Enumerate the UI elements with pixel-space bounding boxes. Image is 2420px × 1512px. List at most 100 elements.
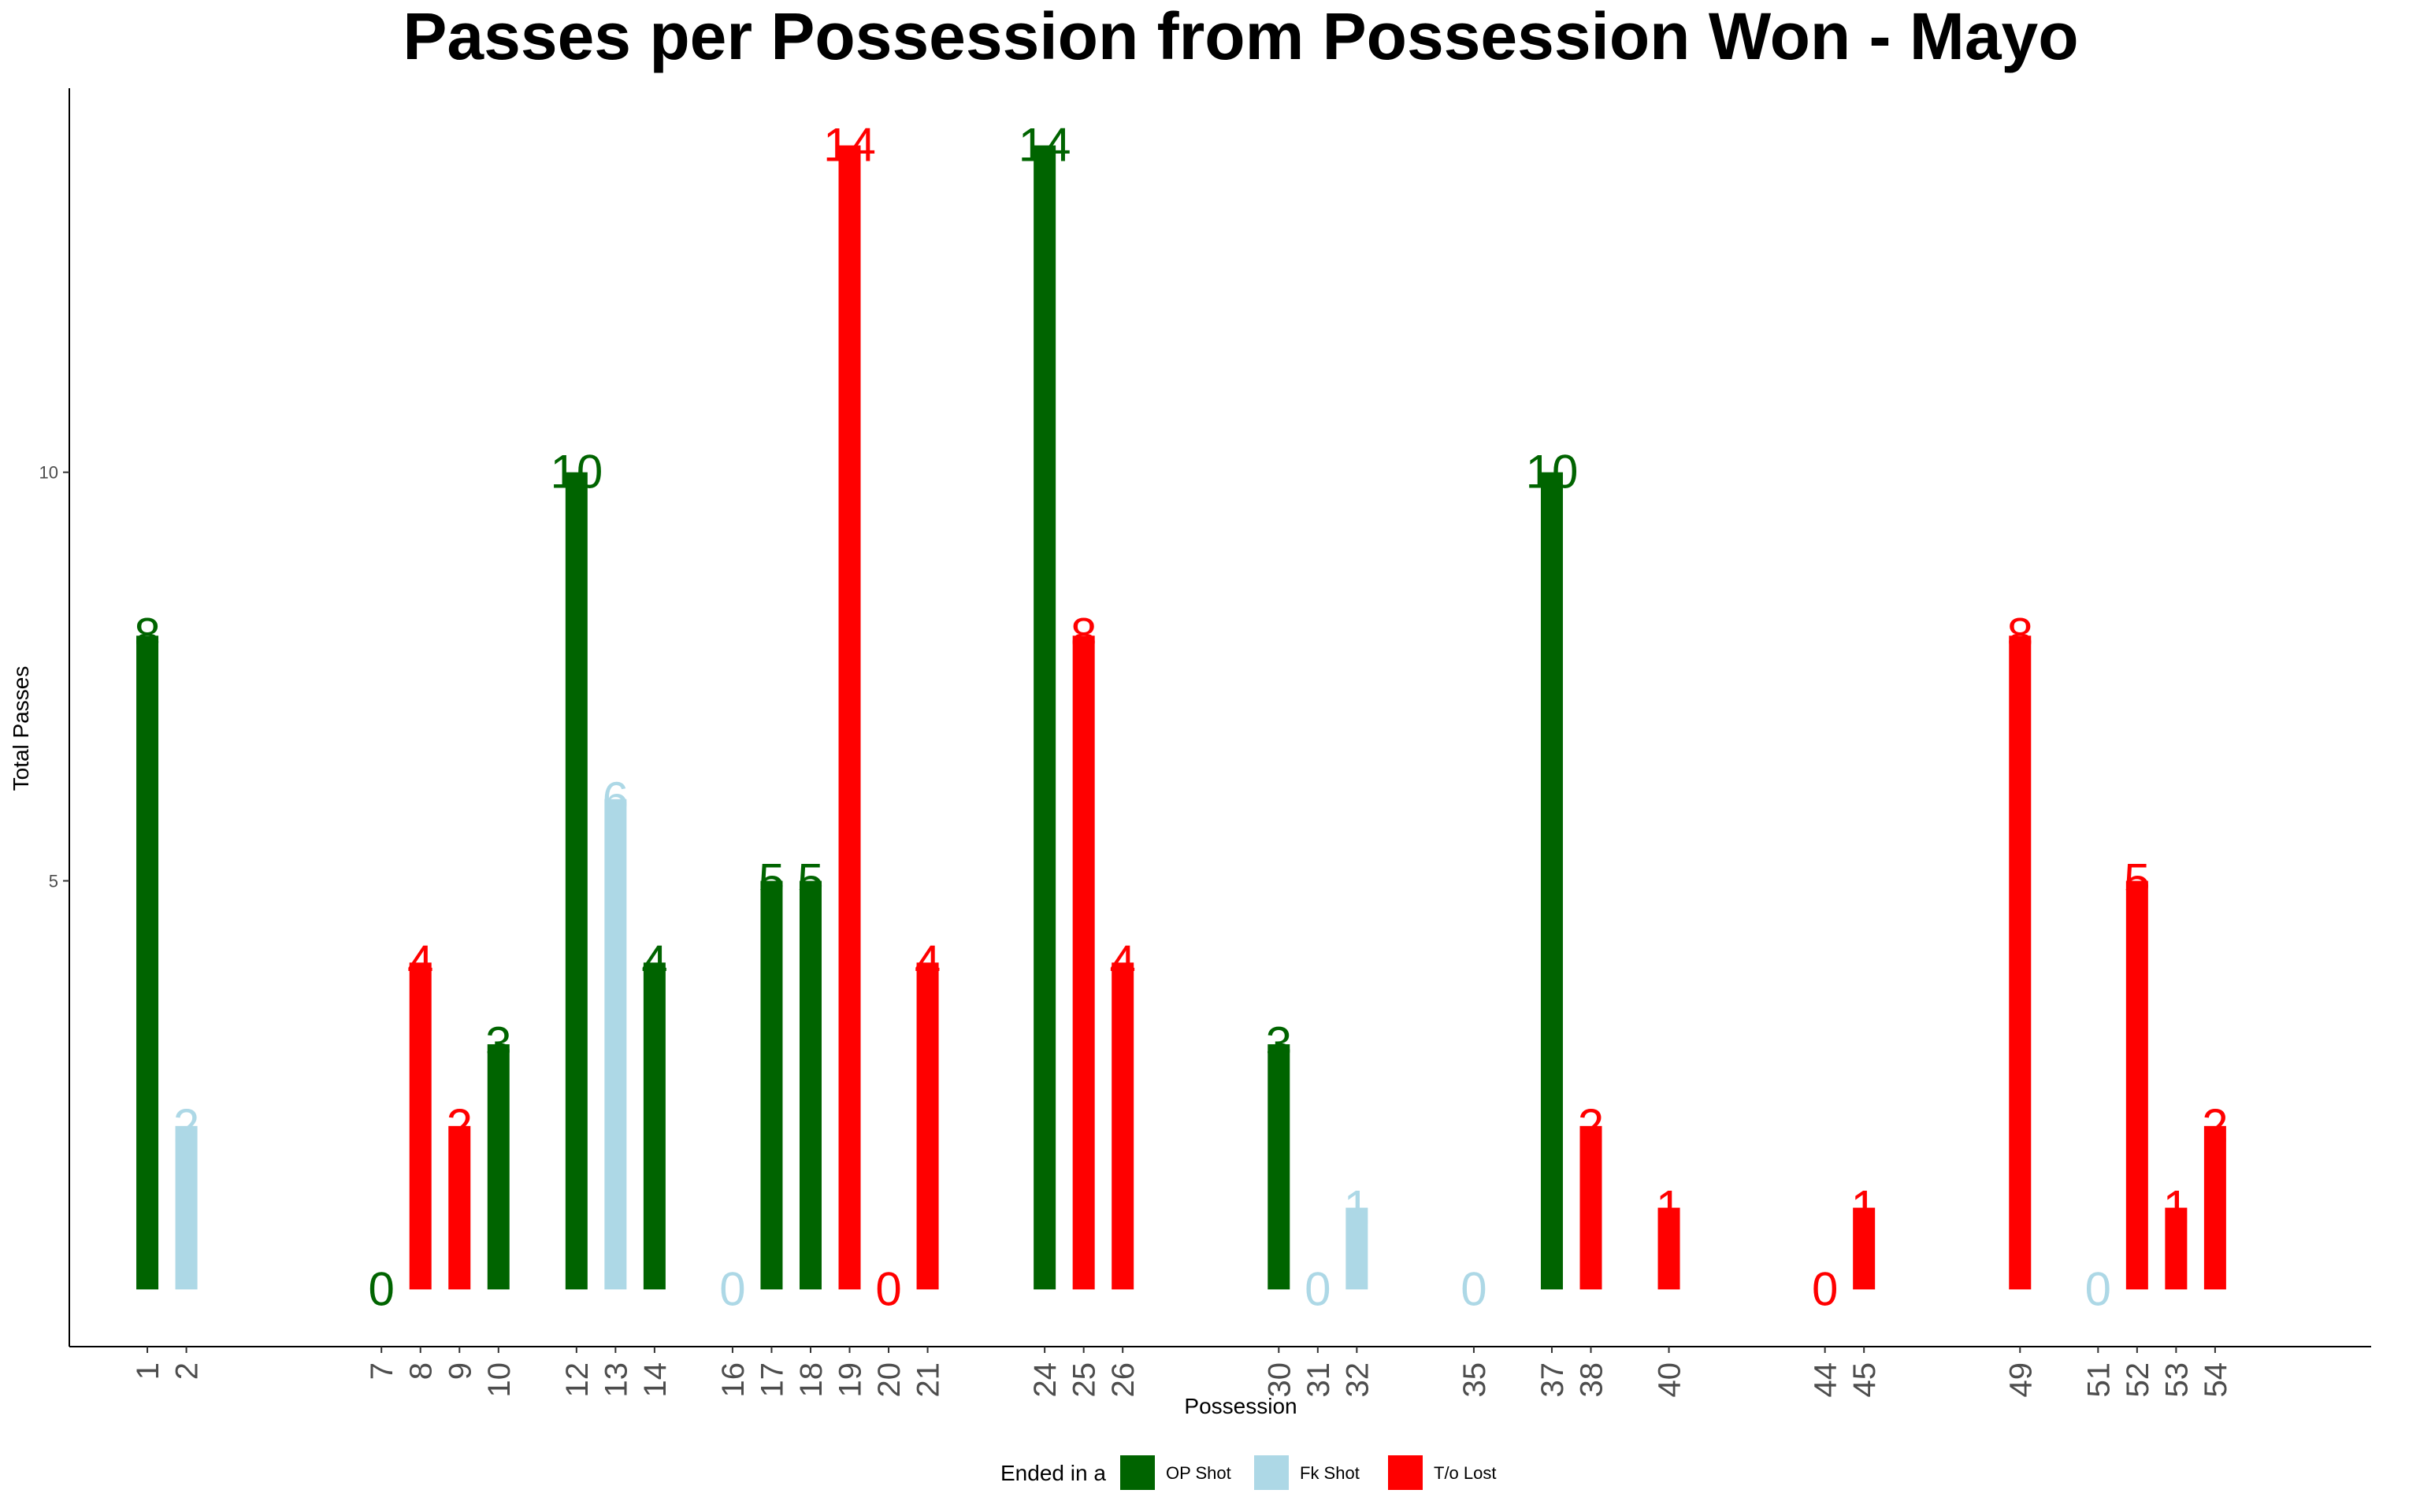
x-tick-label: 9	[443, 1362, 477, 1380]
bar	[136, 636, 159, 1290]
bar-value-label: 3	[485, 1017, 511, 1070]
bar-value-label: 4	[641, 936, 667, 988]
bar	[1345, 1207, 1368, 1290]
x-tick-label: 44	[1809, 1362, 1843, 1398]
x-tick-label: 25	[1067, 1362, 1102, 1398]
bar-value-label: 2	[2202, 1099, 2228, 1152]
x-axis-title: Possession	[1184, 1394, 1297, 1418]
bar	[409, 962, 432, 1290]
x-tick-label: 18	[794, 1362, 829, 1398]
bar-value-label: 14	[823, 119, 876, 172]
bar-value-label: 0	[369, 1262, 395, 1315]
x-tick-label: 1	[131, 1362, 165, 1380]
x-tick-label: 10	[482, 1362, 517, 1398]
bar-value-label: 2	[1578, 1099, 1604, 1152]
bar	[2125, 880, 2148, 1290]
x-tick-label: 31	[1301, 1362, 1336, 1398]
bar-value-label: 5	[797, 854, 823, 907]
bar-value-label: 5	[2124, 854, 2150, 907]
x-tick-label: 51	[2081, 1362, 2116, 1398]
legend-title: Ended in a	[1000, 1461, 1106, 1485]
bar-value-label: 4	[915, 936, 941, 988]
bar	[2165, 1207, 2188, 1290]
bar	[565, 472, 588, 1290]
x-tick-label: 32	[1340, 1362, 1375, 1398]
bar-value-label: 0	[719, 1262, 745, 1315]
x-tick-label: 8	[404, 1362, 439, 1380]
x-tick-label: 49	[2003, 1362, 2038, 1398]
bar	[1072, 636, 1095, 1290]
x-tick-label: 13	[599, 1362, 633, 1398]
bar-value-label: 8	[1071, 609, 1097, 662]
bar	[604, 799, 627, 1290]
x-tick-label: 37	[1535, 1362, 1570, 1398]
legend-entry-label: Fk Shot	[1300, 1463, 1360, 1483]
y-axis-title: Total Passes	[9, 666, 33, 791]
x-tick-label: 19	[833, 1362, 868, 1398]
x-tick-label: 7	[365, 1362, 399, 1380]
legend-swatch	[1388, 1455, 1423, 1490]
bar	[1112, 962, 1134, 1290]
x-tick-label: 26	[1106, 1362, 1141, 1398]
legend: Ended in a OP Shot Fk Shot T/o Lost	[1000, 1455, 1496, 1490]
x-tick-label: 35	[1457, 1362, 1492, 1398]
bar-value-label: 0	[1305, 1262, 1331, 1315]
bar	[448, 1125, 471, 1290]
legend-swatch	[1120, 1455, 1155, 1490]
bar-value-label: 1	[1656, 1181, 1682, 1234]
x-tick-label: 38	[1574, 1362, 1609, 1398]
bar-value-label: 6	[603, 773, 629, 825]
bar-value-label: 0	[1812, 1262, 1838, 1315]
bar	[799, 880, 822, 1290]
y-axis: 5 10	[39, 88, 70, 1347]
bar	[838, 145, 861, 1290]
bar	[1540, 472, 1563, 1290]
x-tick-label: 45	[1847, 1362, 1882, 1398]
bar-value-label: 0	[1461, 1262, 1487, 1315]
x-tick-label: 53	[2159, 1362, 2194, 1398]
x-tick-label: 54	[2199, 1362, 2233, 1398]
bar-value-label: 2	[173, 1099, 199, 1152]
x-tick-label: 16	[716, 1362, 751, 1398]
bar-value-label: 8	[2007, 609, 2033, 662]
bar-value-label: 3	[1266, 1017, 1292, 1070]
bar	[175, 1125, 198, 1290]
x-tick-label: 12	[560, 1362, 595, 1398]
x-tick-label: 24	[1028, 1362, 1063, 1398]
bar	[1268, 1044, 1290, 1290]
bar-value-label: 2	[447, 1099, 473, 1152]
bar	[1579, 1125, 1602, 1290]
bar	[487, 1044, 510, 1290]
bar	[1853, 1207, 1876, 1290]
chart-title: Passes per Possession from Possession Wo…	[403, 0, 2078, 73]
x-tick-label: 17	[755, 1362, 789, 1398]
bar	[1034, 145, 1056, 1290]
x-tick-label: 30	[1262, 1362, 1297, 1398]
bar-value-label: 1	[1344, 1181, 1370, 1234]
bar-value-label: 1	[2163, 1181, 2189, 1234]
y-tick-label: 5	[49, 872, 58, 891]
bar-value-label: 0	[875, 1262, 901, 1315]
bars	[136, 145, 2226, 1290]
bar-value-label: 1	[1850, 1181, 1876, 1234]
bar	[2009, 636, 2032, 1290]
legend-swatch	[1254, 1455, 1289, 1490]
bar-value-label: 5	[759, 854, 785, 907]
bar	[1657, 1207, 1680, 1290]
bar	[760, 880, 783, 1290]
bar-value-label: 4	[1109, 936, 1135, 988]
bar-value-label: 10	[1526, 446, 1579, 498]
bar-value-label: 4	[407, 936, 433, 988]
bar-value-label: 10	[550, 446, 603, 498]
x-tick-label: 20	[872, 1362, 907, 1398]
x-tick-label: 14	[638, 1362, 673, 1398]
bar	[2203, 1125, 2226, 1290]
bar-value-label: 14	[1019, 119, 1071, 172]
x-tick-label: 21	[911, 1362, 946, 1398]
bar	[643, 962, 666, 1290]
x-tick-label: 52	[2121, 1362, 2155, 1398]
x-tick-label: 40	[1653, 1362, 1687, 1398]
bar	[916, 962, 939, 1290]
